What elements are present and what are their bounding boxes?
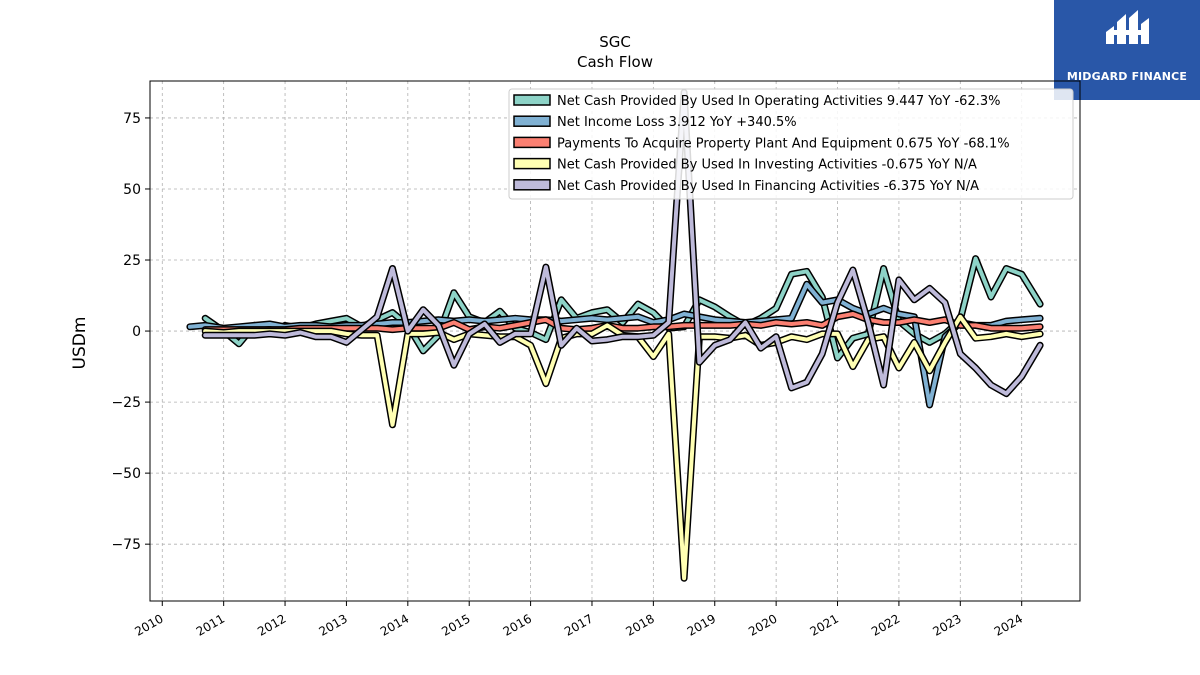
x-tick-label: 2010 [132, 611, 165, 638]
legend: Net Cash Provided By Used In Operating A… [508, 88, 1074, 200]
series-lines [186, 88, 1044, 582]
y-tick-label: −75 [111, 537, 141, 553]
legend-entry-3: Net Cash Provided By Used In Investing A… [557, 158, 977, 173]
chart-title: SGC [599, 33, 631, 51]
x-tick-label: 2021 [808, 611, 841, 638]
x-tick-label: 2023 [930, 611, 963, 638]
x-tick-label: 2014 [378, 611, 411, 638]
y-tick-label: −25 [111, 395, 141, 411]
y-tick-label: 50 [123, 182, 141, 198]
y-tick-label: 0 [132, 324, 141, 340]
chart-subtitle: Cash Flow [577, 53, 653, 71]
x-tick-label: 2016 [501, 611, 534, 638]
legend-entry-1: Net Income Loss 3.912 YoY +340.5% [557, 115, 797, 130]
x-tick-label: 2015 [439, 611, 472, 638]
x-tick-label: 2019 [685, 611, 718, 638]
x-tick-label: 2012 [255, 611, 288, 638]
legend-box [508, 88, 1074, 200]
y-tick-label: −50 [111, 466, 141, 482]
x-tick-label: 2020 [746, 611, 779, 638]
series-outline-3 [201, 313, 1044, 582]
series-line-3 [203, 314, 1043, 581]
y-tick-label: 75 [123, 111, 141, 127]
brand-name: MIDGARD FINANCE [1066, 70, 1188, 83]
legend-swatch-2 [513, 136, 551, 149]
brand-logo: MIDGARD FINANCE [1054, 0, 1200, 100]
x-tick-label: 2013 [316, 611, 349, 638]
legend-swatch-0 [513, 94, 551, 106]
series-line-4 [203, 90, 1043, 396]
x-tick-label: 2017 [562, 611, 595, 638]
legend-entry-4: Net Cash Provided By Used In Financing A… [557, 179, 979, 194]
legend-entry-0: Net Cash Provided By Used In Operating A… [557, 94, 1000, 109]
legend-swatch-1 [513, 115, 551, 127]
y-tick-label: 25 [123, 253, 141, 269]
legend-entry-2: Payments To Acquire Property Plant And E… [557, 136, 1010, 151]
x-tick-label: 2024 [992, 611, 1025, 638]
series-line-2 [203, 312, 1043, 332]
x-tick-label: 2011 [194, 611, 227, 638]
x-tick-label: 2022 [869, 611, 902, 638]
x-tick-label: 2018 [623, 611, 656, 638]
legend-swatch-4 [513, 179, 551, 191]
plot-frame [149, 80, 1081, 602]
brand-mark-icon [1106, 10, 1149, 44]
legend-swatch-3 [513, 157, 551, 170]
